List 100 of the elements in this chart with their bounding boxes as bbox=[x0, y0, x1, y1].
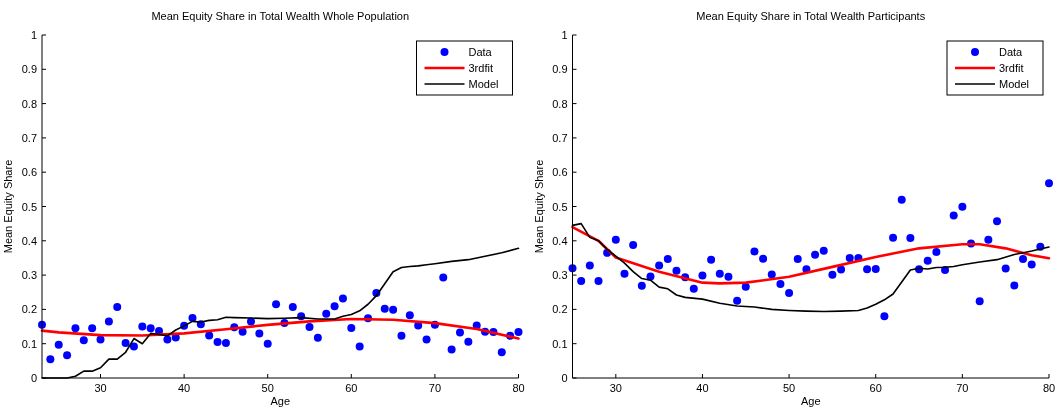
y-tick-label: 0.2 bbox=[552, 303, 568, 316]
point bbox=[63, 351, 72, 360]
chart-title: Mean Equity Share in Total Wealth Whole Population bbox=[151, 10, 410, 22]
point bbox=[397, 331, 406, 340]
point bbox=[845, 253, 854, 262]
point bbox=[707, 255, 716, 264]
x-tick-label: 80 bbox=[512, 382, 525, 394]
point bbox=[785, 288, 794, 297]
point bbox=[629, 240, 638, 249]
y-tick-label: 0.6 bbox=[552, 166, 568, 179]
y-tick-label: 0.9 bbox=[552, 63, 568, 76]
point bbox=[863, 265, 872, 274]
x-tick-label: 70 bbox=[956, 382, 969, 394]
y-tick-label: 0.4 bbox=[21, 234, 37, 247]
y-tick-label: 1 bbox=[30, 29, 37, 41]
point bbox=[455, 328, 464, 337]
point bbox=[79, 336, 88, 345]
point bbox=[54, 340, 63, 349]
point bbox=[871, 264, 880, 273]
x-tick-label: 50 bbox=[782, 382, 796, 394]
point bbox=[1019, 254, 1028, 263]
point bbox=[146, 324, 155, 333]
point bbox=[733, 296, 742, 305]
point bbox=[355, 342, 364, 351]
point bbox=[689, 284, 698, 293]
point bbox=[793, 254, 802, 263]
x-tick-label: 50 bbox=[261, 382, 274, 394]
point bbox=[1010, 281, 1019, 290]
point bbox=[698, 271, 707, 280]
point bbox=[585, 261, 594, 270]
point bbox=[984, 235, 993, 244]
point bbox=[380, 304, 389, 313]
point bbox=[205, 331, 214, 340]
point bbox=[637, 281, 646, 290]
point bbox=[646, 272, 655, 281]
point bbox=[313, 333, 322, 342]
point bbox=[263, 339, 272, 348]
point bbox=[288, 303, 297, 311]
point bbox=[338, 294, 347, 303]
y-tick-label: 0.3 bbox=[552, 269, 568, 282]
y-tick-label: 0 bbox=[561, 372, 568, 384]
y-tick-label: 0.7 bbox=[21, 131, 37, 144]
y-tick-label: 0.6 bbox=[21, 166, 37, 179]
legend-label: Data bbox=[468, 46, 493, 58]
y-tick-label: 0.1 bbox=[21, 337, 37, 350]
point bbox=[993, 217, 1002, 226]
y-tick-label: 0.9 bbox=[21, 63, 37, 76]
point bbox=[932, 248, 941, 257]
point bbox=[447, 345, 456, 354]
point bbox=[811, 250, 820, 259]
point bbox=[923, 256, 932, 265]
point bbox=[741, 282, 750, 291]
legend-label: Data bbox=[999, 46, 1024, 58]
point bbox=[655, 261, 664, 270]
point bbox=[594, 276, 603, 285]
chart-title: Mean Equity Share in Total Wealth Participants bbox=[696, 10, 926, 22]
point bbox=[767, 270, 776, 279]
point bbox=[750, 247, 759, 256]
point bbox=[305, 322, 314, 331]
point bbox=[897, 195, 906, 204]
point bbox=[620, 269, 629, 278]
point bbox=[715, 269, 724, 278]
y-tick-label: 0.3 bbox=[21, 269, 37, 282]
x-tick-label: 30 bbox=[609, 382, 622, 394]
x-tick-label: 30 bbox=[94, 382, 107, 394]
y-tick-label: 0.1 bbox=[552, 337, 568, 350]
point bbox=[322, 309, 331, 318]
x-tick-label: 60 bbox=[869, 382, 882, 394]
point bbox=[389, 305, 398, 314]
point bbox=[819, 246, 828, 255]
point bbox=[958, 202, 967, 211]
y-tick-label: 0 bbox=[30, 372, 37, 384]
y-tick-label: 0.8 bbox=[552, 97, 568, 110]
point bbox=[104, 317, 113, 326]
x-tick-label: 40 bbox=[696, 382, 709, 394]
y-tick-label: 0.7 bbox=[552, 131, 568, 144]
point bbox=[663, 254, 672, 263]
point bbox=[213, 337, 222, 346]
point bbox=[611, 235, 620, 244]
legend-label: Model bbox=[999, 78, 1029, 90]
point bbox=[129, 342, 138, 351]
point bbox=[975, 297, 984, 306]
y-axis-title: Mean Equity Share bbox=[532, 159, 545, 254]
point bbox=[71, 324, 80, 333]
point bbox=[88, 324, 97, 333]
point bbox=[828, 270, 837, 279]
y-tick-label: 0.8 bbox=[21, 97, 37, 110]
x-tick-label: 40 bbox=[177, 382, 191, 394]
point bbox=[422, 335, 431, 344]
point bbox=[880, 312, 889, 321]
y-tick-label: 0.5 bbox=[552, 200, 568, 213]
point bbox=[514, 328, 523, 337]
point bbox=[121, 339, 130, 348]
point bbox=[949, 211, 958, 220]
point bbox=[96, 335, 105, 344]
y-tick-label: 0.5 bbox=[21, 200, 37, 213]
x-tick-label: 80 bbox=[1042, 382, 1056, 394]
point bbox=[347, 323, 356, 332]
x-tick-label: 70 bbox=[428, 382, 442, 394]
x-axis-title: Age bbox=[800, 395, 821, 407]
